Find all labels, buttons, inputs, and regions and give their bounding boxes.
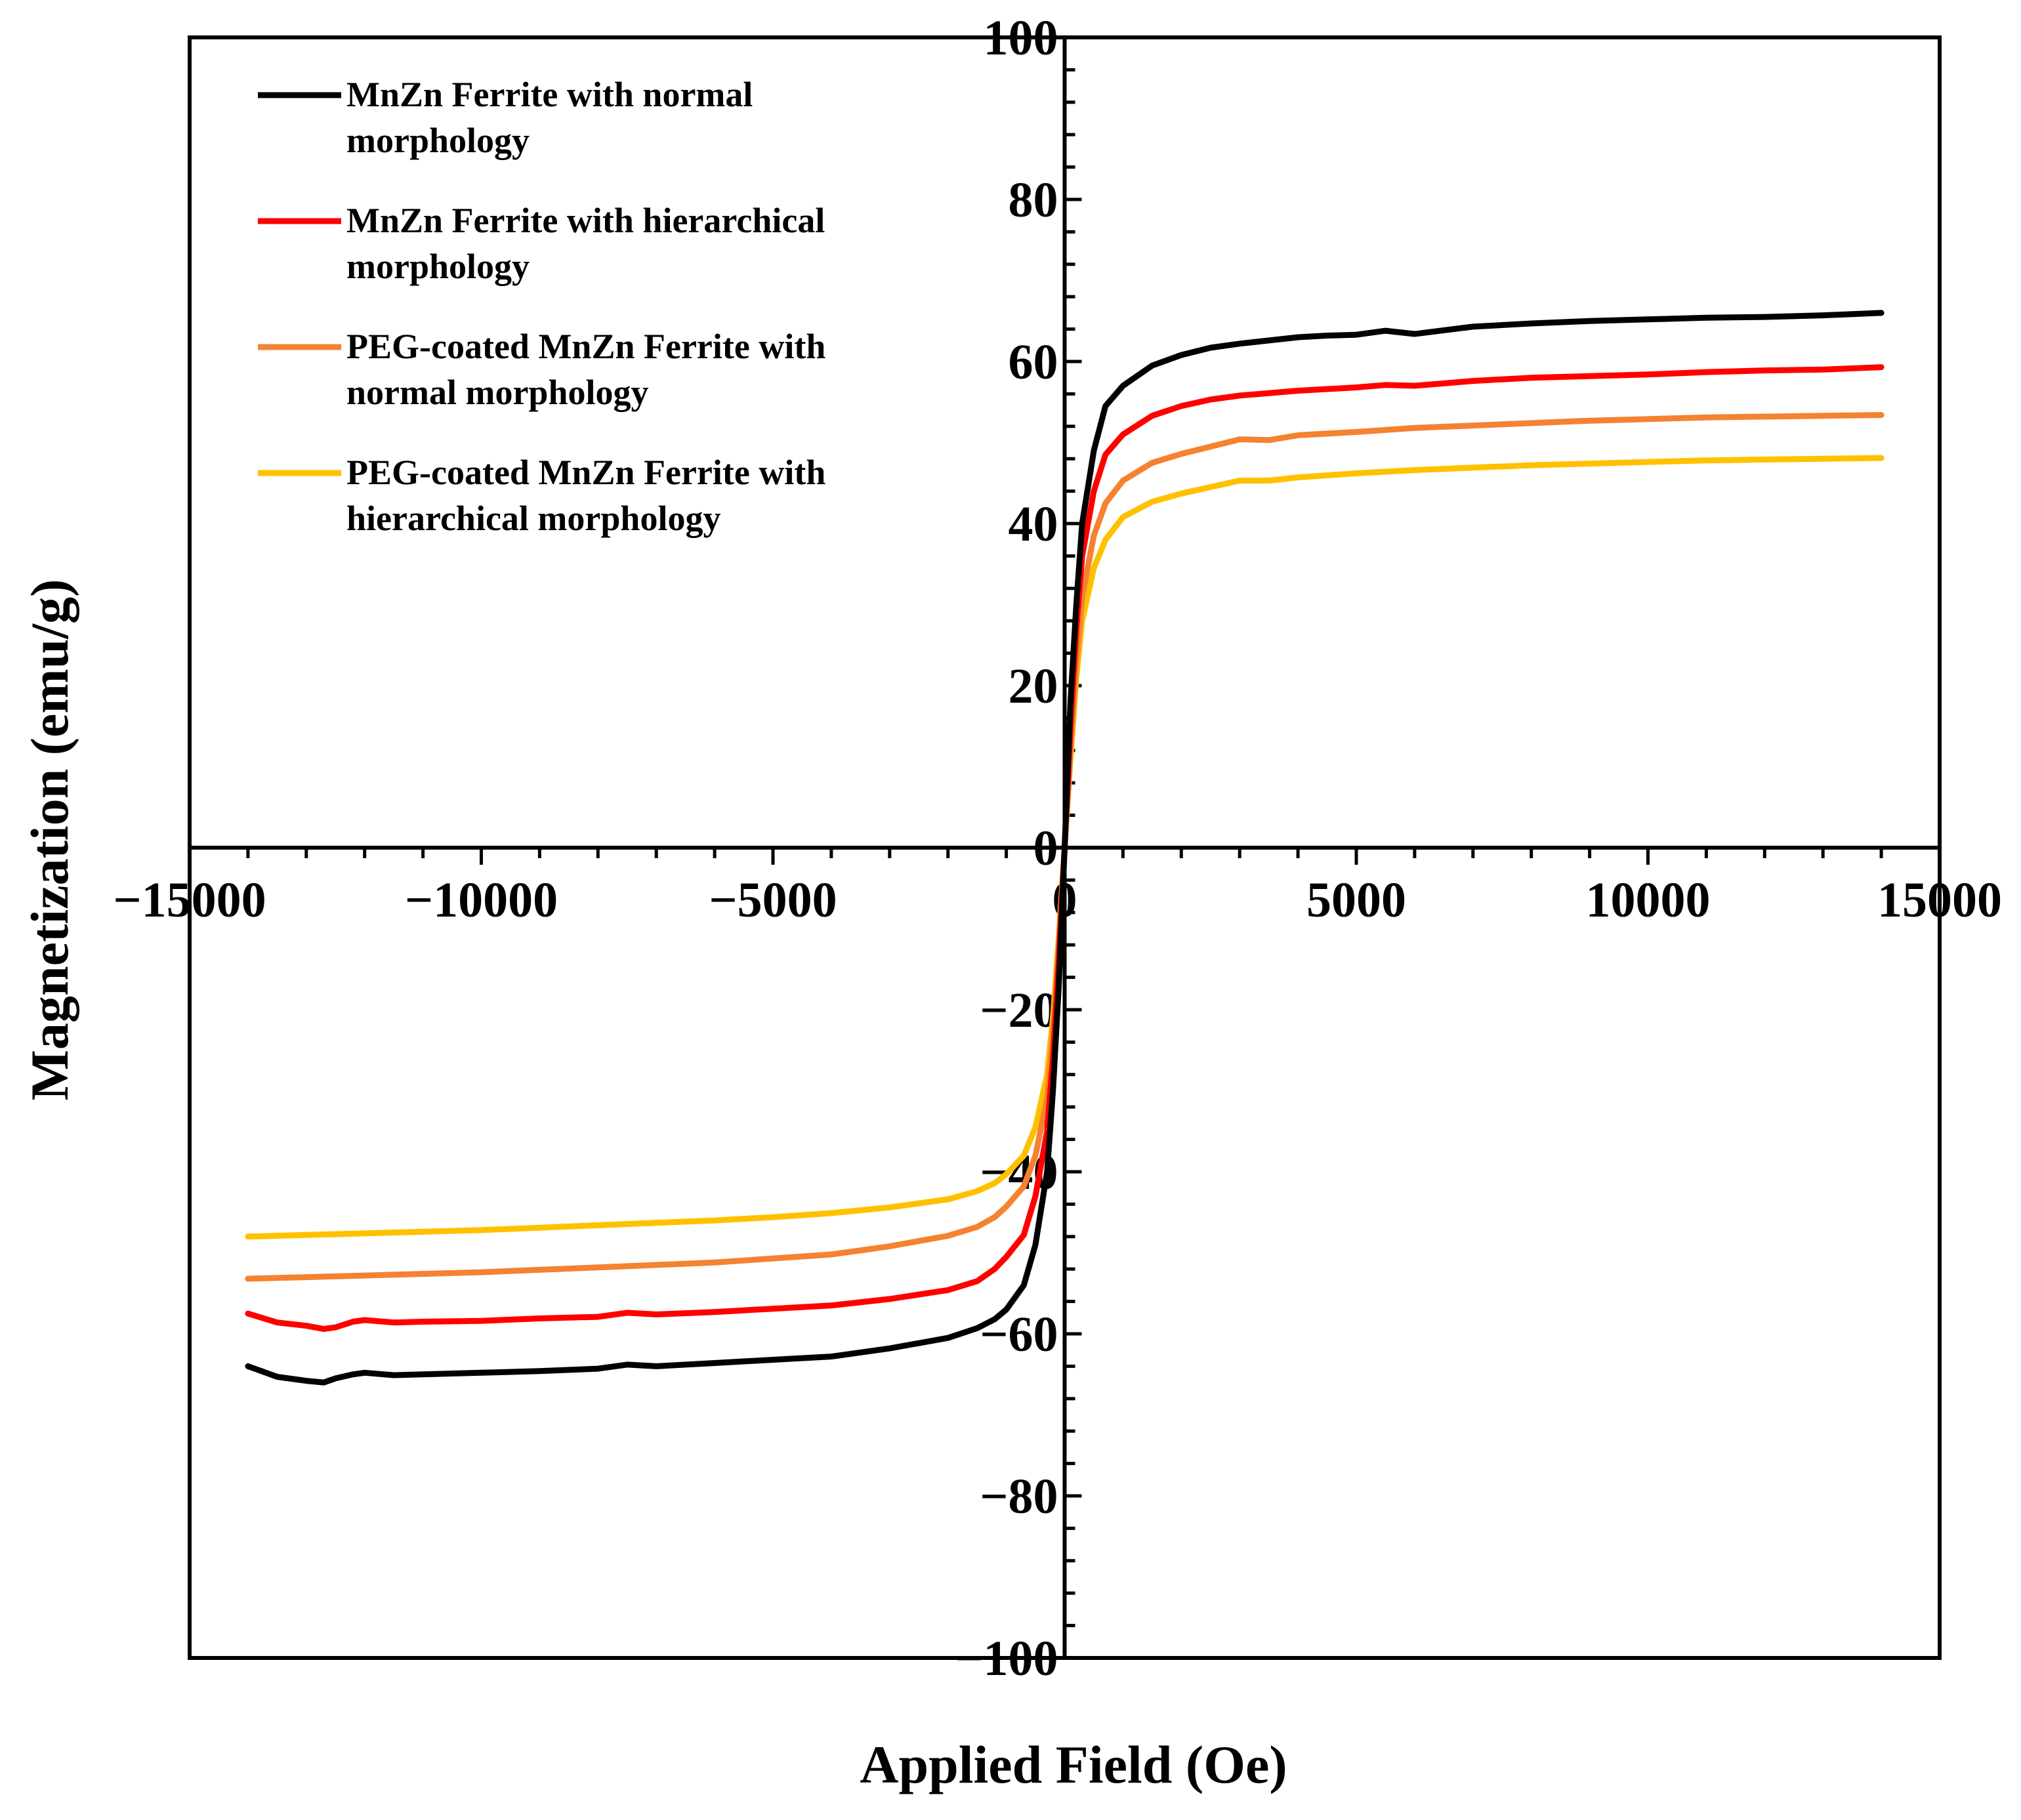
x-tick-label: −15000: [113, 873, 266, 928]
y-tick-label: 40: [1009, 497, 1058, 552]
series-layer: [245, 310, 1885, 1386]
x-tick-label: −5000: [709, 873, 837, 928]
series-line: [245, 310, 1885, 1386]
legend: MnZn Ferrite with normal morphology MnZn F…: [258, 75, 825, 538]
y-tick-label: 0: [1033, 821, 1058, 876]
y-tick-label: 100: [984, 10, 1058, 66]
y-tick-label: −100: [955, 1631, 1058, 1686]
y-axis-title: Magnetization (emu/g): [20, 579, 79, 1101]
legend-label: MnZn Ferrite with normal: [346, 75, 753, 114]
legend-label: PEG-coated MnZn Ferrite with: [346, 453, 825, 492]
y-tick-label: 60: [1009, 335, 1058, 390]
legend-label: normal morphology: [346, 373, 649, 412]
x-tick-label: −10000: [405, 873, 558, 928]
x-tick-label: 15000: [1877, 873, 2002, 928]
y-tick-label: 20: [1009, 659, 1058, 714]
legend-label: morphology: [346, 121, 530, 160]
legend-label: morphology: [346, 247, 530, 286]
y-tick-label: 80: [1009, 173, 1058, 228]
legend-label: MnZn Ferrite with hierarchical: [346, 201, 825, 240]
legend-label: PEG-coated MnZn Ferrite with: [346, 327, 825, 366]
y-tick-label: −20: [980, 983, 1058, 1038]
legend-label: hierarchical morphology: [346, 499, 720, 538]
y-tick-label: −60: [980, 1307, 1058, 1362]
x-axis-title: Applied Field (Oe): [860, 1735, 1287, 1794]
x-tick-label: 10000: [1586, 873, 1711, 928]
y-tick-label: −80: [980, 1469, 1058, 1524]
x-axis: −15000−10000−5000050001000015000: [113, 846, 2002, 928]
x-tick-label: 5000: [1306, 873, 1406, 928]
